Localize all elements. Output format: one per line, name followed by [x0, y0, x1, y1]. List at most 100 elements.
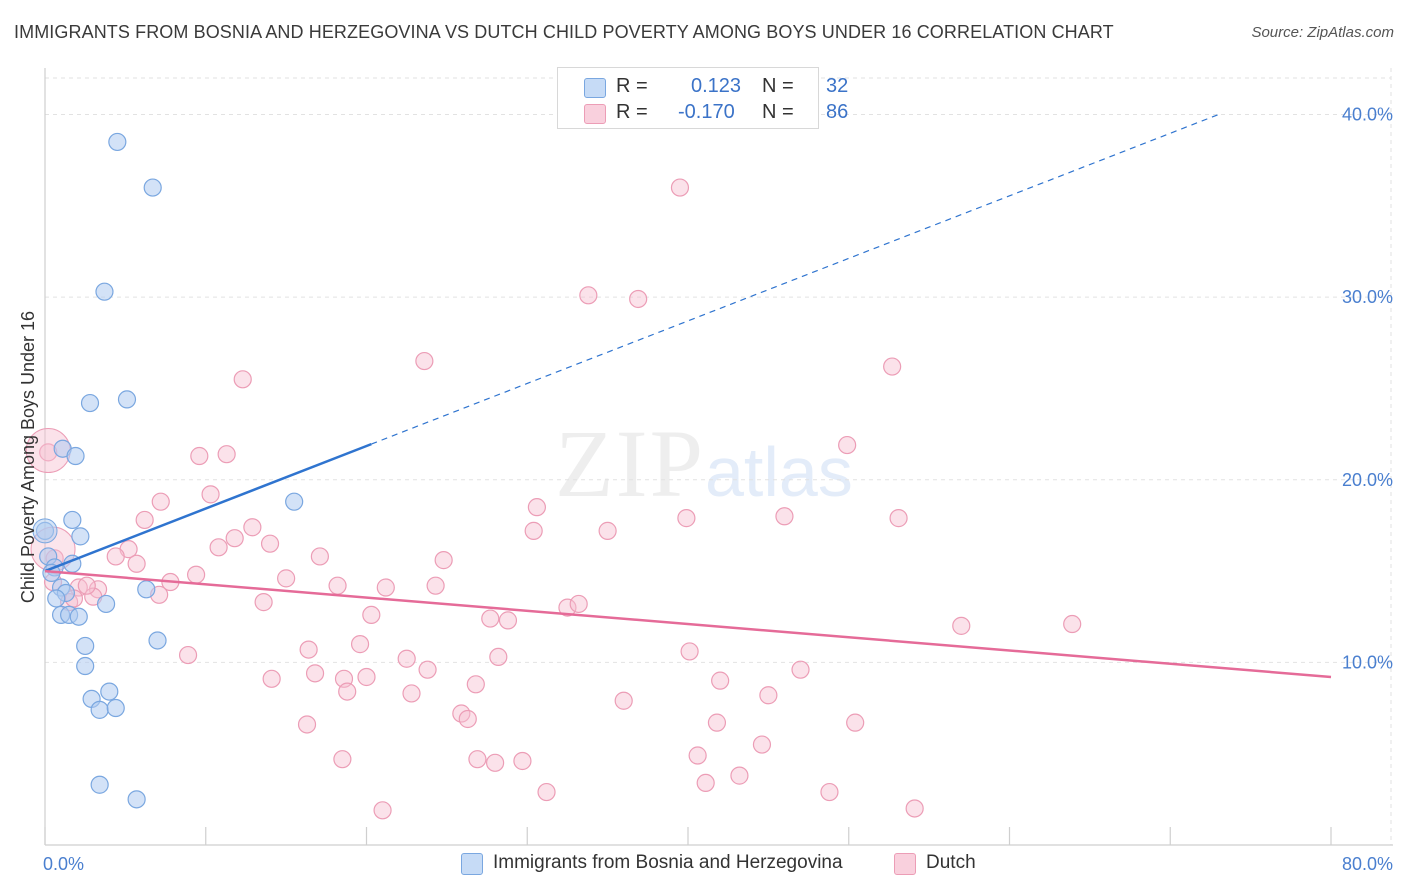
dutch-point	[178, 645, 198, 665]
dutch-point	[759, 686, 778, 705]
dutch-point	[629, 289, 648, 309]
dutch-point	[468, 750, 487, 769]
dutch-point	[481, 609, 500, 628]
dutch-point	[537, 782, 556, 802]
dutch-point	[310, 547, 329, 566]
series-bosnia	[32, 132, 304, 809]
trend-line-bosnia-solid	[44, 442, 372, 573]
bosnia-point	[96, 594, 116, 614]
dutch-point	[434, 551, 453, 570]
tick-labels: 10.0% 20.0% 30.0% 40.0% 0.0% 80.0% Child Pover…	[18, 105, 1393, 874]
stats-r-label: R =	[616, 75, 648, 97]
stats-legend: R = 0.123 N = 32 R = -0.170 N = 86	[557, 67, 848, 129]
trend-lines	[44, 113, 1332, 679]
dutch-point	[730, 766, 749, 785]
dutch-point	[752, 735, 772, 754]
dutch-point	[233, 370, 252, 389]
dutch-point	[297, 715, 317, 734]
dutch-point	[418, 660, 437, 679]
dutch-point	[201, 485, 220, 504]
dutch-point	[217, 445, 236, 464]
axis-layer	[44, 68, 1393, 846]
dutch-point	[458, 709, 477, 729]
dutch-point	[262, 669, 281, 688]
stats-n-label: N =	[762, 75, 794, 97]
stats-r-label: R =	[616, 101, 648, 123]
dutch-point	[209, 538, 228, 557]
bosnia-point	[143, 178, 162, 197]
stats-r-value: 0.123	[691, 75, 742, 97]
dutch-point	[305, 664, 325, 683]
dutch-point	[952, 616, 971, 635]
dutch-point	[846, 713, 865, 732]
dutch-point	[397, 649, 416, 668]
dutch-point	[402, 684, 421, 703]
y-axis-title: Child Poverty Among Boys Under 16	[18, 311, 38, 603]
x-tick-label: 0.0%	[43, 854, 84, 874]
dutch-point	[498, 611, 518, 630]
bosnia-point	[47, 589, 66, 608]
dutch-point	[151, 492, 170, 511]
dutch-point	[243, 518, 262, 537]
dutch-point	[677, 509, 696, 528]
bosnia-point	[90, 700, 109, 719]
dutch-point	[373, 801, 392, 820]
dutch-point	[376, 578, 395, 597]
dutch-point	[527, 498, 546, 517]
x-tick-label: 80.0%	[1342, 854, 1393, 874]
dutch-point	[415, 351, 434, 371]
bosnia-point	[66, 446, 85, 466]
dutch-point	[707, 713, 727, 732]
dutch-point	[558, 598, 577, 617]
dutch-point	[357, 667, 376, 687]
stats-n-label: N =	[762, 101, 794, 123]
legend-label-dutch: Dutch	[926, 852, 976, 873]
dutch-point	[328, 576, 347, 595]
dutch-point	[106, 547, 125, 566]
dutch-point	[569, 594, 588, 614]
bosnia-point	[117, 390, 137, 409]
stats-n-value: 86	[826, 101, 849, 123]
bosnia-point	[80, 393, 100, 413]
dutch-point	[711, 671, 730, 690]
dutch-point	[1063, 614, 1082, 634]
dutch-point	[362, 605, 381, 625]
dutch-point	[838, 435, 857, 455]
stats-swatch-bosnia	[584, 78, 606, 98]
bosnia-point	[100, 682, 119, 701]
bosnia-point-large	[32, 518, 58, 544]
bosnia-point	[108, 132, 127, 152]
bosnia-point	[148, 631, 167, 650]
legend-label-bosnia: Immigrants from Bosnia and Herzegovina	[493, 852, 843, 873]
bosnia-point	[71, 527, 90, 546]
dutch-point	[513, 751, 532, 771]
dutch-point	[350, 635, 370, 654]
bosnia-point	[285, 492, 304, 511]
dutch-point	[680, 642, 699, 661]
dutch-point	[524, 521, 543, 540]
bosnia-point	[76, 636, 95, 656]
bosnia-point	[90, 775, 109, 794]
trend-line-bosnia-dashed	[371, 113, 1219, 445]
chart-title: IMMIGRANTS FROM BOSNIA AND HERZEGOVINA V…	[14, 22, 1114, 42]
dutch-point	[579, 286, 598, 305]
dutch-point	[791, 660, 810, 679]
y-tick-label: 20.0%	[1342, 470, 1393, 490]
bosnia-point	[76, 656, 95, 676]
series-dutch	[25, 178, 1082, 820]
bosnia-point	[69, 607, 88, 626]
bosnia-point	[95, 282, 114, 301]
bosnia-point	[106, 698, 125, 718]
stats-n-value: 32	[826, 75, 849, 97]
dutch-point	[775, 507, 794, 526]
series-legend: Immigrants from Bosnia and Herzegovina D…	[0, 850, 1406, 880]
legend-swatch-bosnia	[461, 853, 483, 875]
dutch-point	[883, 357, 902, 376]
bosnia-point	[127, 790, 146, 809]
dutch-point	[127, 554, 146, 573]
dutch-point	[614, 691, 633, 710]
dutch-point	[338, 682, 357, 701]
dutch-point	[299, 640, 318, 659]
dutch-point	[820, 782, 839, 802]
